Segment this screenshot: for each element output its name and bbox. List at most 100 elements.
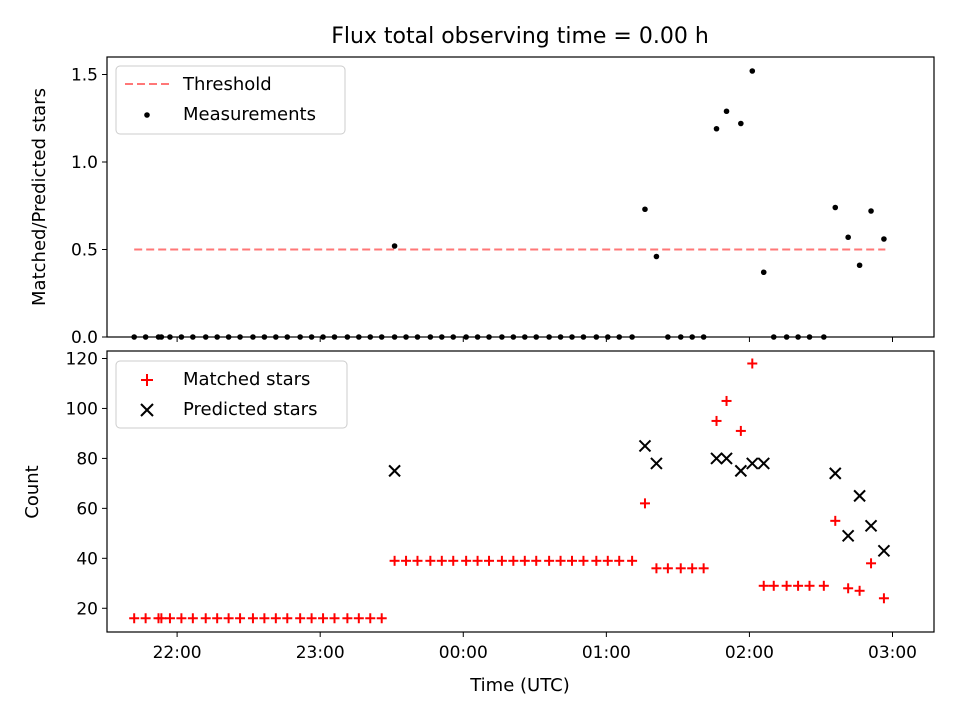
matched-star-marker <box>614 555 625 566</box>
matched-star-marker <box>496 555 507 566</box>
matched-star-marker <box>531 555 542 566</box>
measurement-point <box>273 334 279 340</box>
measurement-point <box>356 334 362 340</box>
matched-star-marker <box>627 555 638 566</box>
matched-star-marker <box>555 555 566 566</box>
matched-star-marker <box>711 415 722 426</box>
predicted-star-marker <box>757 457 770 470</box>
x-tick-label: 02:00 <box>725 643 774 663</box>
matched-star-marker <box>687 563 698 574</box>
x-tick-label: 03:00 <box>868 643 917 663</box>
measurement-point <box>131 334 137 340</box>
measurement-point <box>344 334 351 340</box>
measurement-point <box>142 334 149 340</box>
measurement-point <box>391 243 398 249</box>
predicted-star-marker <box>841 529 855 543</box>
measurement-point <box>403 334 409 340</box>
measurement-point <box>795 334 801 340</box>
bottom-plot-area: 20 40 60 80 100 120 22:00 23:00 00:00 01:00 02:00 0… <box>66 349 935 663</box>
measurement-point <box>202 334 209 340</box>
matched-star-marker <box>164 613 175 624</box>
matched-star-marker <box>804 580 815 591</box>
marker-stroke <box>734 464 748 478</box>
x-tick-label: 23:00 <box>296 643 345 663</box>
measurement-point <box>845 234 851 241</box>
top-legend-box <box>115 65 346 135</box>
x-tick-label: 01:00 <box>582 643 631 663</box>
matched-star-marker <box>758 580 769 591</box>
matched-star-marker <box>781 580 792 591</box>
matched-star-marker <box>329 613 340 624</box>
measurement-point <box>783 334 790 340</box>
predicted-star-marker <box>734 464 748 478</box>
matched-star-marker <box>854 585 865 596</box>
measurement-point <box>158 334 165 340</box>
matched-star-marker <box>235 613 246 624</box>
matched-star-marker <box>843 583 854 594</box>
marker-stroke <box>864 519 878 533</box>
measurements-legend-label: Measurements <box>183 104 316 125</box>
measurement-point <box>593 334 600 340</box>
measurement-point <box>806 334 813 340</box>
matched-star-marker <box>259 613 270 624</box>
matched-star-marker <box>544 555 555 566</box>
measurement-point <box>521 334 528 340</box>
measurement-point <box>261 334 268 340</box>
marker-stroke <box>720 452 733 465</box>
measurement-point <box>723 108 730 115</box>
x-axis-label: Time (UTC) <box>469 675 570 696</box>
top-plot-area: 0.0 0.5 1.0 1.5 <box>71 56 935 348</box>
predicted-star-marker <box>746 457 759 470</box>
matched-star-marker <box>484 555 495 566</box>
measurement-point <box>510 334 517 340</box>
matched-star-marker <box>768 580 779 591</box>
predicted-star-marker <box>650 457 663 470</box>
matched-star-marker <box>675 563 686 574</box>
matched-star-marker <box>412 555 423 566</box>
bottom-legend: Matched stars Predicted stars <box>115 360 348 429</box>
matched-star-marker <box>295 613 306 624</box>
matched-star-marker <box>721 395 732 406</box>
measurement-point <box>391 334 398 340</box>
matched-star-marker <box>282 613 293 624</box>
measurement-point <box>533 334 540 340</box>
measurement-point <box>832 204 839 211</box>
matched-star-marker <box>830 515 841 526</box>
measurement-point <box>237 334 243 340</box>
measurement-point <box>474 334 481 340</box>
matched-star-marker <box>318 613 329 624</box>
matched-star-marker <box>270 613 281 624</box>
matched-star-marker <box>567 555 578 566</box>
measurement-point <box>642 206 648 213</box>
matched-star-marker <box>247 613 258 624</box>
measurement-point <box>713 125 720 132</box>
top-legend: Threshold Measurements <box>115 65 346 135</box>
measurement-point <box>821 334 827 340</box>
matched-star-marker <box>389 555 400 566</box>
predicted-star-marker <box>864 519 878 533</box>
matched-star-marker <box>578 555 589 566</box>
measurement-point <box>414 334 421 340</box>
matched-star-marker <box>602 555 613 566</box>
measurement-point <box>546 334 552 340</box>
matched-star-marker <box>401 555 412 566</box>
matched-star-marker <box>156 613 167 624</box>
measurement-point <box>580 334 587 340</box>
marker-stroke <box>650 457 663 470</box>
matched-star-marker <box>591 555 602 566</box>
measurement-point <box>677 334 684 340</box>
measurement-point <box>331 334 338 340</box>
measurements-legend-marker <box>144 112 150 118</box>
measurement-point <box>569 334 575 340</box>
matched-star-marker <box>376 613 387 624</box>
matched-star-marker <box>176 613 187 624</box>
top-y-tick-label: 1.0 <box>71 153 98 173</box>
matched-star-marker <box>425 555 436 566</box>
measurement-point <box>308 334 315 340</box>
predicted-star-marker <box>710 452 723 465</box>
measurement-point <box>250 334 256 340</box>
measurement-point <box>167 334 173 340</box>
bottom-y-tick-label: 120 <box>66 349 98 369</box>
measurement-point <box>770 334 777 340</box>
